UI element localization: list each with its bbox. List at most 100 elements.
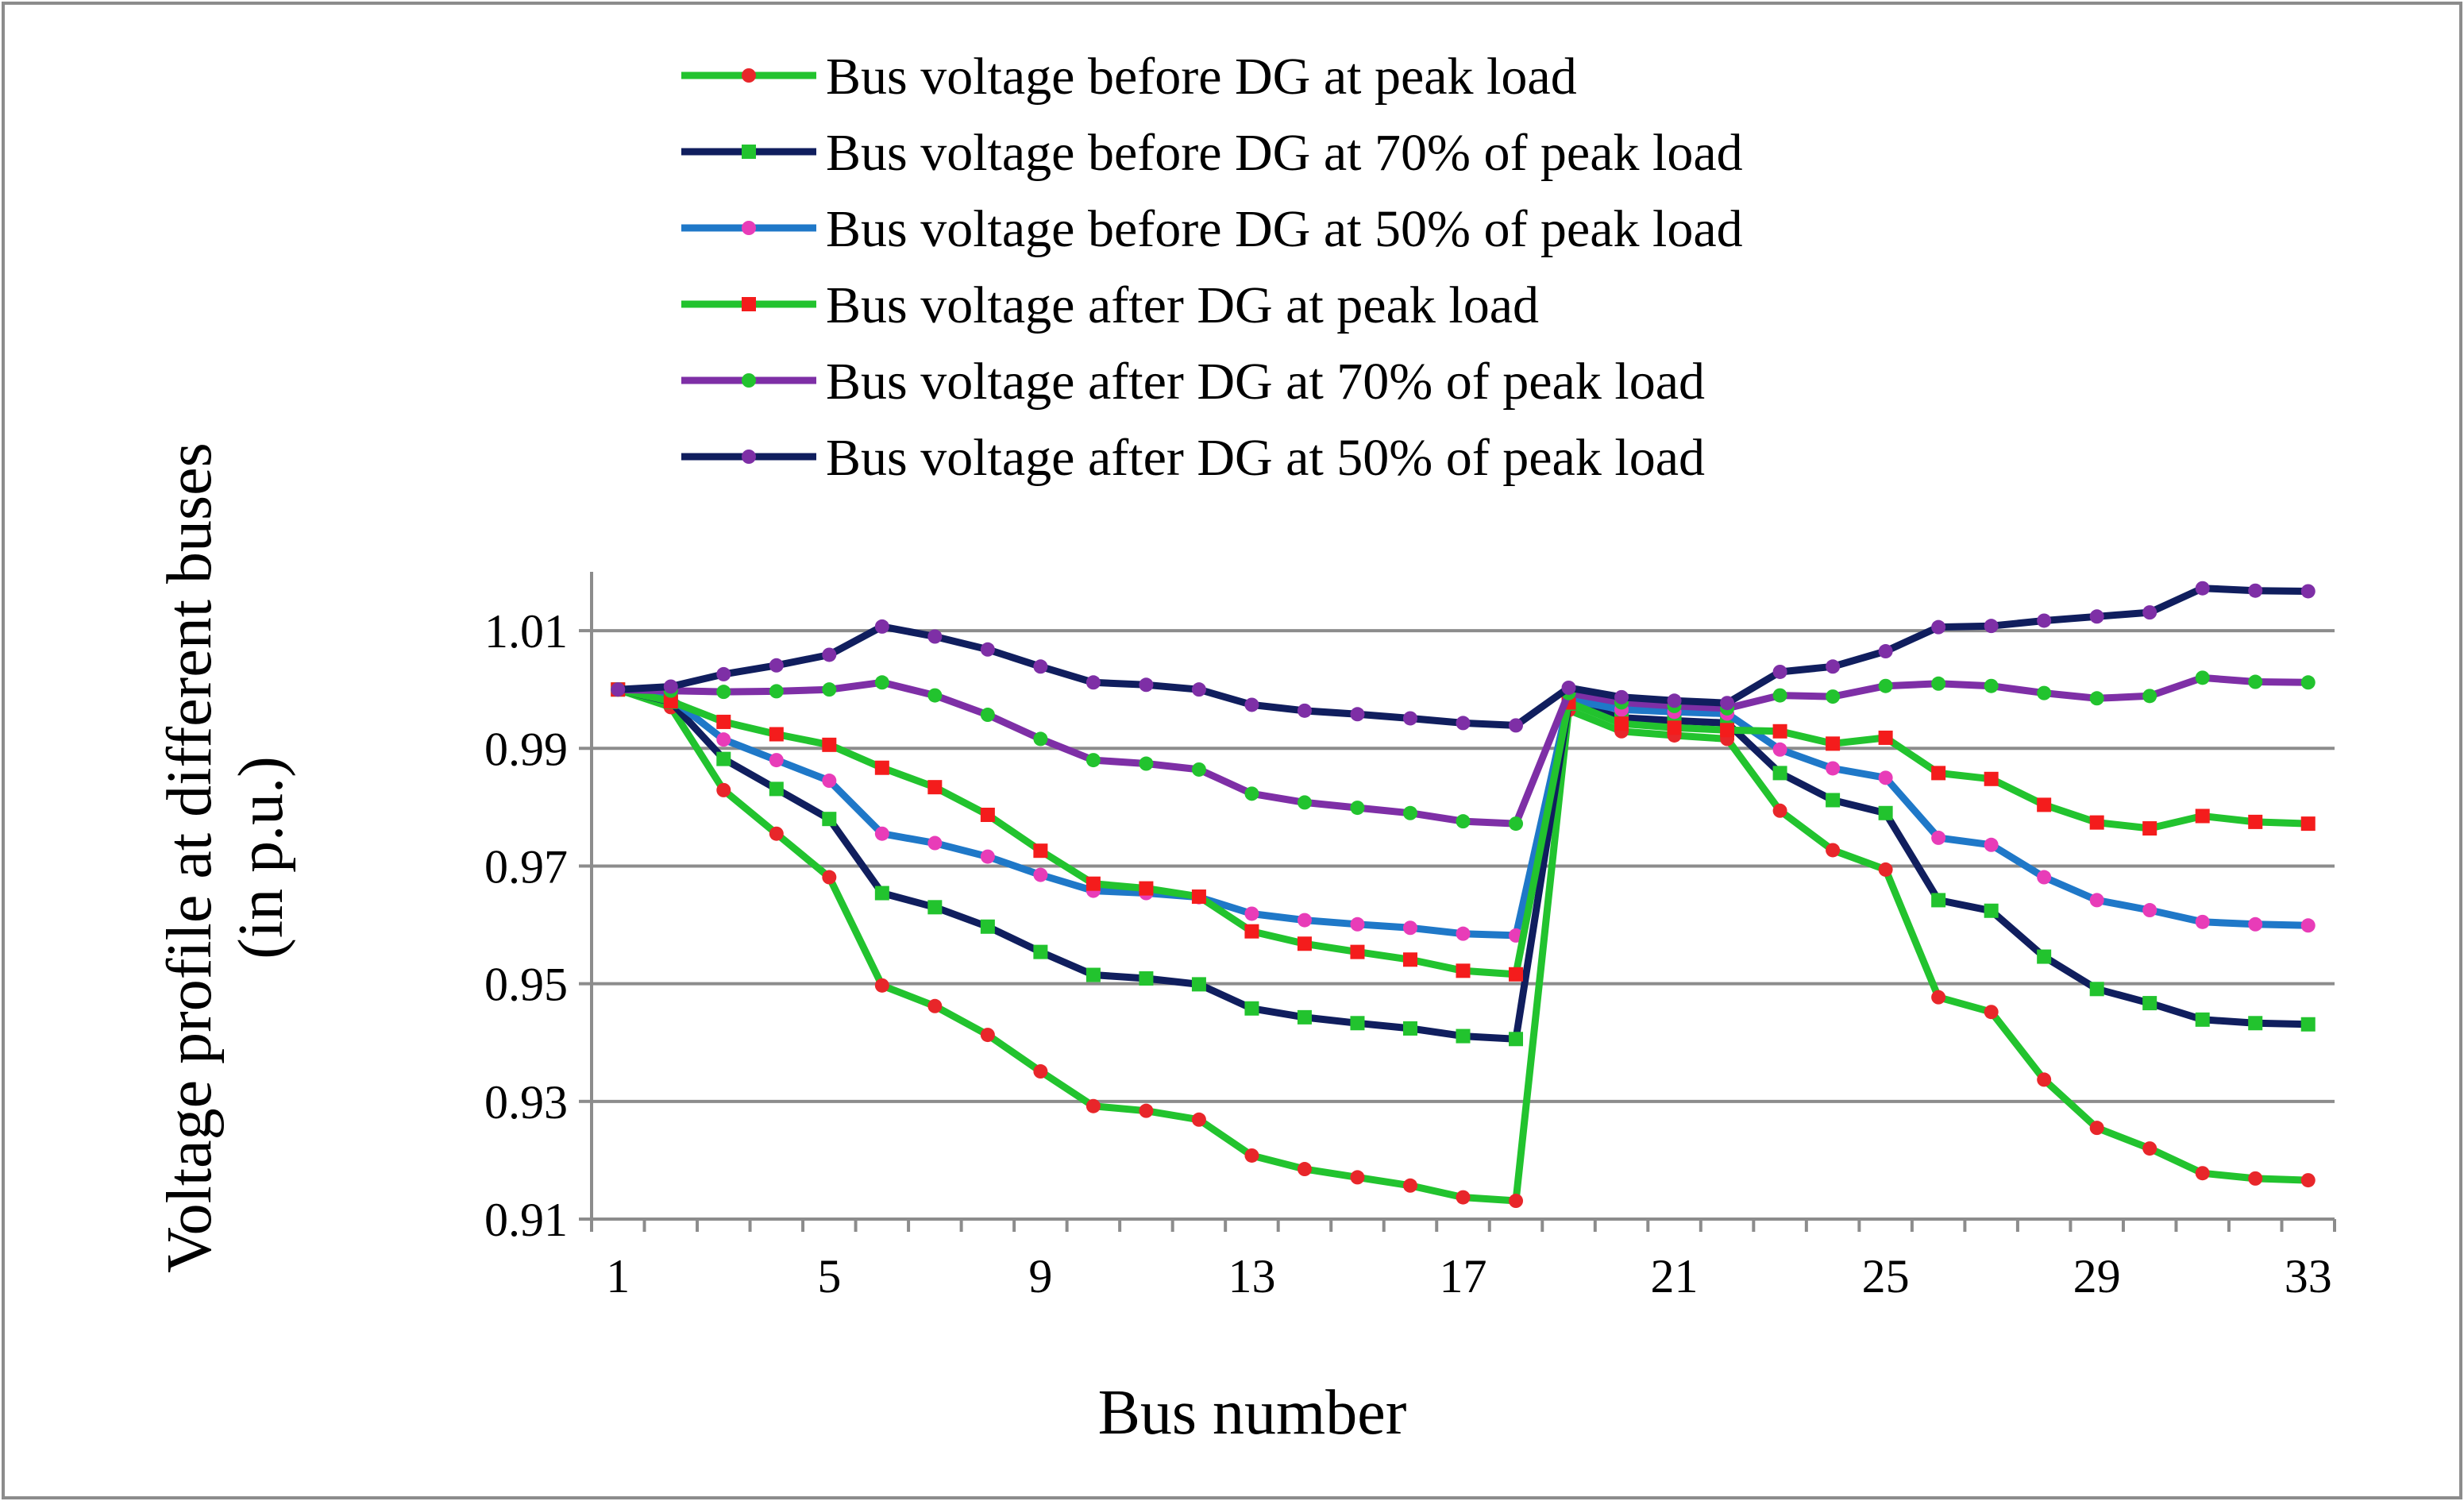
data-point bbox=[980, 1028, 995, 1043]
y-tick-label: 0.97 bbox=[484, 840, 568, 893]
data-point bbox=[1772, 724, 1787, 739]
data-point bbox=[1033, 944, 1048, 959]
data-point bbox=[2195, 581, 2210, 596]
data-point bbox=[874, 826, 889, 841]
data-point bbox=[1826, 843, 1841, 858]
legend-label: Bus voltage before DG at 70% of peak loa… bbox=[826, 124, 1743, 182]
data-point bbox=[1033, 843, 1048, 859]
data-point bbox=[1826, 761, 1841, 776]
data-point bbox=[1772, 766, 1787, 781]
y-tick-label: 0.93 bbox=[484, 1076, 568, 1129]
series-4 bbox=[611, 682, 2316, 982]
x-tick-label: 17 bbox=[1440, 1250, 1487, 1302]
data-point bbox=[1984, 678, 1999, 693]
data-point bbox=[1456, 963, 1471, 978]
data-point bbox=[716, 751, 731, 766]
legend-marker bbox=[742, 145, 756, 159]
data-point bbox=[1191, 889, 1206, 904]
data-point bbox=[1456, 716, 1471, 731]
series-6 bbox=[611, 581, 2316, 733]
data-point bbox=[2248, 814, 2263, 829]
data-point bbox=[2195, 808, 2210, 824]
data-point bbox=[1139, 756, 1154, 771]
data-point bbox=[1033, 1064, 1048, 1079]
data-point bbox=[1297, 795, 1312, 810]
data-point bbox=[1402, 805, 1417, 820]
data-point bbox=[1297, 1009, 1312, 1025]
legend-marker bbox=[742, 450, 756, 464]
data-point bbox=[1456, 1190, 1471, 1205]
data-point bbox=[1772, 664, 1787, 679]
x-tick-label: 5 bbox=[817, 1250, 841, 1302]
legend-marker bbox=[742, 297, 756, 311]
data-point bbox=[1826, 689, 1841, 704]
data-point bbox=[822, 812, 837, 827]
data-point bbox=[1878, 770, 1893, 785]
data-point bbox=[2248, 583, 2263, 598]
data-point bbox=[1033, 659, 1048, 674]
data-point bbox=[1984, 771, 1999, 786]
data-point bbox=[1931, 990, 1946, 1005]
data-point bbox=[716, 732, 731, 747]
y-tick-label: 0.91 bbox=[484, 1194, 568, 1246]
data-point bbox=[822, 870, 837, 885]
data-point bbox=[1984, 837, 1999, 852]
data-point bbox=[822, 647, 837, 662]
data-point bbox=[1456, 1028, 1471, 1044]
data-point bbox=[1244, 1001, 1259, 1016]
data-point bbox=[2300, 1017, 2316, 1032]
data-point bbox=[663, 694, 678, 708]
data-point bbox=[2300, 816, 2316, 832]
data-point bbox=[1878, 644, 1893, 659]
data-point bbox=[927, 998, 943, 1013]
data-point bbox=[1667, 720, 1682, 735]
legend-label: Bus voltage after DG at 50% of peak load bbox=[826, 429, 1705, 487]
legend-entry-5: Bus voltage after DG at 70% of peak load bbox=[681, 353, 1705, 411]
data-point bbox=[2195, 1012, 2210, 1027]
data-point bbox=[822, 774, 837, 789]
data-point bbox=[2037, 797, 2052, 812]
data-point bbox=[1244, 786, 1259, 801]
data-point bbox=[1509, 1194, 1524, 1209]
data-point bbox=[1085, 1098, 1101, 1113]
series-group bbox=[611, 581, 2316, 1209]
data-point bbox=[2195, 670, 2210, 685]
series-1 bbox=[611, 682, 2316, 1209]
data-point bbox=[2300, 918, 2316, 933]
data-point bbox=[874, 886, 889, 901]
data-point bbox=[1244, 924, 1259, 939]
data-point bbox=[1772, 803, 1787, 818]
data-point bbox=[2089, 609, 2104, 624]
data-point bbox=[1826, 659, 1841, 674]
data-point bbox=[1984, 619, 1999, 634]
y-axis-title-line-1: Voltage profile at different buses bbox=[155, 442, 225, 1273]
x-tick-label: 1 bbox=[606, 1250, 630, 1302]
data-point bbox=[927, 688, 943, 703]
data-point bbox=[822, 682, 837, 697]
data-point bbox=[1878, 805, 1893, 820]
data-point bbox=[1244, 906, 1259, 921]
data-point bbox=[1826, 736, 1841, 751]
data-point bbox=[874, 675, 889, 690]
data-point bbox=[1509, 1032, 1524, 1047]
data-point bbox=[611, 682, 626, 697]
data-point bbox=[1931, 676, 1946, 691]
data-point bbox=[1772, 688, 1787, 703]
data-point bbox=[769, 781, 784, 797]
y-tick-label: 0.99 bbox=[484, 723, 568, 775]
data-point bbox=[2248, 917, 2263, 932]
data-point bbox=[1614, 716, 1629, 731]
x-tick-label: 13 bbox=[1228, 1250, 1275, 1302]
data-point bbox=[2089, 982, 2104, 997]
data-point bbox=[1720, 696, 1735, 711]
data-point bbox=[1509, 718, 1524, 733]
data-point bbox=[1772, 742, 1787, 757]
data-point bbox=[980, 708, 995, 723]
data-point bbox=[874, 760, 889, 775]
data-point bbox=[2142, 605, 2157, 620]
data-point bbox=[716, 685, 731, 700]
data-point bbox=[1456, 814, 1471, 829]
data-point bbox=[1350, 801, 1365, 816]
data-point bbox=[1931, 619, 1946, 635]
